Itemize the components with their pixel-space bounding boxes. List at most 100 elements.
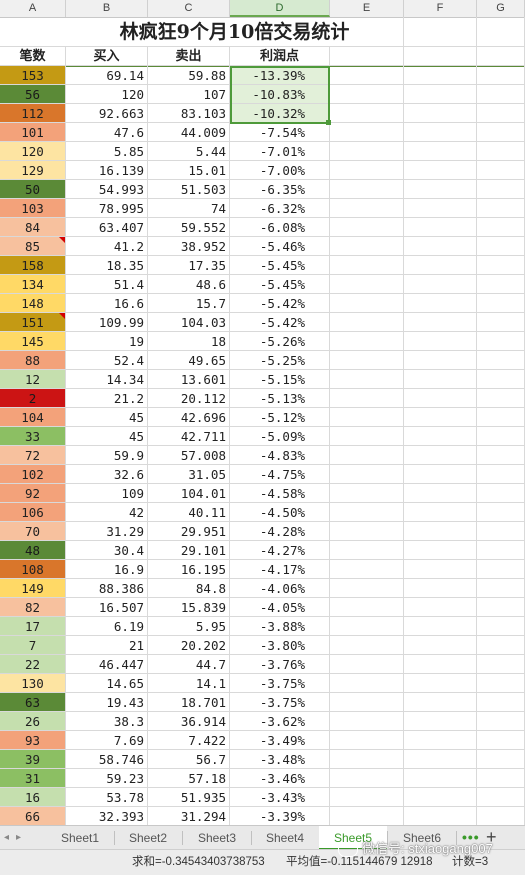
buy-price-cell[interactable]: 18.35 [66,256,148,275]
profit-point-cell[interactable]: -5.25% [230,351,330,370]
cell-empty[interactable] [404,389,477,408]
trade-number-cell[interactable]: 129 [0,161,66,180]
cell-empty[interactable] [330,389,404,408]
column-label-3[interactable]: 利润点 [230,47,330,66]
buy-price-cell[interactable]: 5.85 [66,142,148,161]
cell-empty[interactable] [477,389,525,408]
cell-empty[interactable] [404,446,477,465]
sell-price-cell[interactable]: 31.294 [148,807,230,825]
trade-number-cell[interactable]: 22 [0,655,66,674]
buy-price-cell[interactable]: 21.2 [66,389,148,408]
cell-empty[interactable] [404,636,477,655]
profit-point-cell[interactable]: -5.26% [230,332,330,351]
cell-empty[interactable] [477,788,525,807]
cell-empty[interactable] [477,769,525,788]
sell-price-cell[interactable]: 16.195 [148,560,230,579]
cell-empty[interactable] [477,218,525,237]
sell-price-cell[interactable]: 20.202 [148,636,230,655]
trade-number-cell[interactable]: 84 [0,218,66,237]
cell-empty[interactable] [330,693,404,712]
cell-empty[interactable] [404,104,477,123]
cell-empty[interactable] [404,598,477,617]
buy-price-cell[interactable]: 51.4 [66,275,148,294]
trade-number-cell[interactable]: 104 [0,408,66,427]
profit-point-cell[interactable]: -13.39% [230,66,330,85]
cell-empty[interactable] [330,294,404,313]
profit-point-cell[interactable]: -3.39% [230,807,330,825]
trade-number-cell[interactable]: 72 [0,446,66,465]
cell-empty[interactable] [404,655,477,674]
cell-empty[interactable] [404,674,477,693]
trade-number-cell[interactable]: 82 [0,598,66,617]
cell-empty[interactable] [404,218,477,237]
trade-number-cell[interactable]: 120 [0,142,66,161]
cell-empty[interactable] [404,788,477,807]
profit-point-cell[interactable]: -5.13% [230,389,330,408]
buy-price-cell[interactable]: 46.447 [66,655,148,674]
buy-price-cell[interactable]: 92.663 [66,104,148,123]
cell-empty[interactable] [330,541,404,560]
buy-price-cell[interactable]: 63.407 [66,218,148,237]
sheet-tab-sheet6[interactable]: Sheet6 [402,831,442,845]
trade-number-cell[interactable]: 149 [0,579,66,598]
column-label-1[interactable]: 买入 [66,47,148,66]
cell-empty[interactable] [330,560,404,579]
cell-empty[interactable] [477,674,525,693]
sell-price-cell[interactable]: 17.35 [148,256,230,275]
cell-empty[interactable] [330,579,404,598]
buy-price-cell[interactable]: 47.6 [66,123,148,142]
trade-number-cell[interactable]: 16 [0,788,66,807]
column-header-e[interactable]: E [330,0,404,17]
profit-point-cell[interactable]: -3.62% [230,712,330,731]
cell-empty[interactable] [404,503,477,522]
sell-price-cell[interactable]: 29.951 [148,522,230,541]
sell-price-cell[interactable]: 5.95 [148,617,230,636]
sell-price-cell[interactable]: 18 [148,332,230,351]
profit-point-cell[interactable]: -4.75% [230,465,330,484]
comment-indicator-icon[interactable] [59,313,65,319]
trade-number-cell[interactable]: 108 [0,560,66,579]
cell-empty[interactable] [330,769,404,788]
cell-empty[interactable] [330,47,404,66]
cell-empty[interactable] [404,47,477,66]
cell-empty[interactable] [404,750,477,769]
sell-price-cell[interactable]: 31.05 [148,465,230,484]
buy-price-cell[interactable]: 69.14 [66,66,148,85]
cell-empty[interactable] [404,332,477,351]
cell-empty[interactable] [477,655,525,674]
profit-point-cell[interactable]: -3.46% [230,769,330,788]
sell-price-cell[interactable]: 107 [148,85,230,104]
buy-price-cell[interactable]: 41.2 [66,237,148,256]
buy-price-cell[interactable]: 14.34 [66,370,148,389]
buy-price-cell[interactable]: 38.3 [66,712,148,731]
trade-number-cell[interactable]: 130 [0,674,66,693]
cell-empty[interactable] [330,712,404,731]
trade-number-cell[interactable]: 48 [0,541,66,560]
cell-empty[interactable] [477,598,525,617]
cell-empty[interactable] [477,123,525,142]
cell-empty[interactable] [404,465,477,484]
cell-empty[interactable] [404,427,477,446]
cell-empty[interactable] [477,807,525,825]
cell-empty[interactable] [477,617,525,636]
sell-price-cell[interactable]: 15.7 [148,294,230,313]
sell-price-cell[interactable]: 51.503 [148,180,230,199]
cell-empty[interactable] [330,503,404,522]
trade-number-cell[interactable]: 12 [0,370,66,389]
trade-number-cell[interactable]: 33 [0,427,66,446]
sheet-title[interactable]: 林疯狂9个月10倍交易统计 [66,17,404,47]
cell-empty[interactable] [477,446,525,465]
cell-empty[interactable] [330,237,404,256]
buy-price-cell[interactable]: 21 [66,636,148,655]
buy-price-cell[interactable]: 14.65 [66,674,148,693]
column-header-a[interactable]: A [0,0,66,17]
sell-price-cell[interactable]: 57.008 [148,446,230,465]
profit-point-cell[interactable]: -5.09% [230,427,330,446]
cell-empty[interactable] [330,636,404,655]
cell-empty[interactable] [477,712,525,731]
cell-empty[interactable] [477,636,525,655]
cell-empty[interactable] [477,541,525,560]
buy-price-cell[interactable]: 54.993 [66,180,148,199]
profit-point-cell[interactable]: -5.42% [230,294,330,313]
trade-number-cell[interactable]: 26 [0,712,66,731]
